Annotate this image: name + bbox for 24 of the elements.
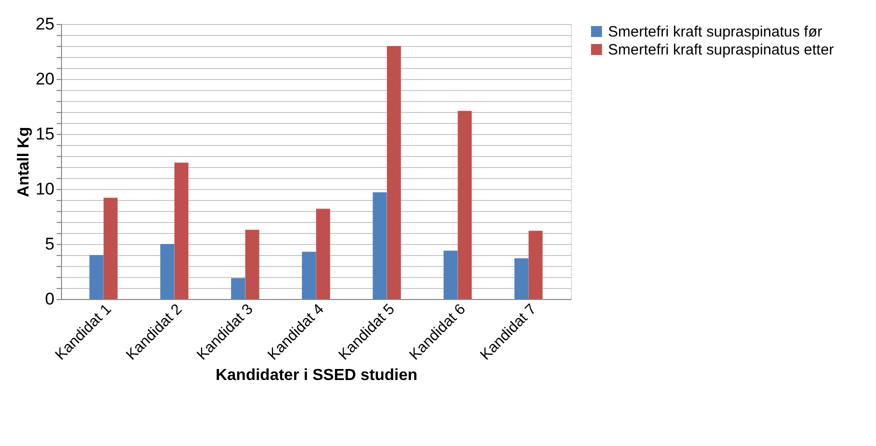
bar xyxy=(231,278,246,299)
y-axis-title: Antall Kg xyxy=(16,126,33,198)
bar xyxy=(174,162,188,299)
bar xyxy=(528,230,543,299)
y-tick-label: 20 xyxy=(36,70,54,88)
bar xyxy=(160,244,174,299)
bar xyxy=(245,230,260,299)
bar xyxy=(372,192,387,299)
legend-label: Smertefri kraft supraspinatus før xyxy=(608,24,822,40)
x-axis-title: Kandidater i SSED studien xyxy=(216,366,418,384)
y-tick-label: 25 xyxy=(36,14,54,34)
bar xyxy=(444,250,458,299)
y-tick-label: 10 xyxy=(36,180,54,198)
y-tick-label: 5 xyxy=(45,234,54,254)
bar xyxy=(458,110,472,299)
y-tick-label: 0 xyxy=(45,290,54,308)
bar xyxy=(514,258,528,299)
bar xyxy=(104,198,118,299)
y-tick-label: 15 xyxy=(36,124,54,144)
bar xyxy=(386,46,401,299)
bar xyxy=(302,252,316,299)
bar xyxy=(316,208,330,299)
legend-label: Smertefri kraft supraspinatus etter xyxy=(608,42,834,58)
bar xyxy=(89,255,104,299)
